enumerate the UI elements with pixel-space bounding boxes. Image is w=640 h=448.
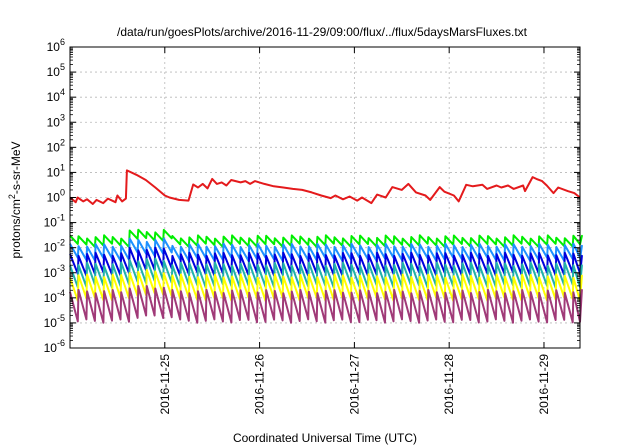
x-tick-label: 2016-11-26 [253, 354, 267, 415]
x-tick-label: 2016-11-25 [158, 354, 172, 415]
x-tick-label: 2016-11-29 [537, 354, 551, 415]
plot-frame [69, 46, 581, 349]
series-line-6 [69, 269, 583, 302]
series-line-5 [69, 257, 583, 289]
axes [69, 46, 581, 349]
y-tick-label: 105 [47, 62, 65, 79]
y-tick-label: 106 [47, 37, 65, 54]
chart-title: /data/run/goesPlots/archive/2016-11-29/0… [117, 25, 528, 39]
y-tick-label: 100 [47, 188, 65, 205]
series-line-1 [69, 169, 581, 205]
y-axis-label: protons/cm2-s-sr-MeV [7, 141, 23, 258]
y-tick-label: 10-6 [44, 338, 65, 355]
y-tick-label: 102 [47, 137, 65, 154]
x-tick-labels: 2016-11-25 2016-11-26 2016-11-27 2016-11-28… [158, 354, 551, 415]
y-tick-label: 103 [47, 112, 65, 129]
y-tick-label: 10-2 [44, 238, 65, 255]
y-tick-label: 10-1 [44, 213, 65, 230]
y-tick-labels: 10-6 10-5 10-4 10-3 10-2 10-1 100 101 102 103 104 1… [44, 37, 65, 355]
y-tick-label: 10-5 [44, 313, 65, 330]
series-layer [69, 169, 583, 324]
x-tick-label: 2016-11-28 [442, 354, 456, 415]
x-axis-label: Coordinated Universal Time (UTC) [233, 431, 417, 445]
series-line-3 [69, 237, 583, 262]
series-line-4 [69, 246, 583, 277]
series-line-7 [69, 285, 583, 324]
y-tick-label: 10-3 [44, 263, 65, 280]
series-line-2 [69, 228, 583, 248]
y-tick-label: 10-4 [44, 288, 65, 305]
y-tick-label: 101 [47, 162, 65, 179]
x-tick-label: 2016-11-27 [347, 354, 361, 415]
y-tick-label: 104 [47, 87, 65, 104]
